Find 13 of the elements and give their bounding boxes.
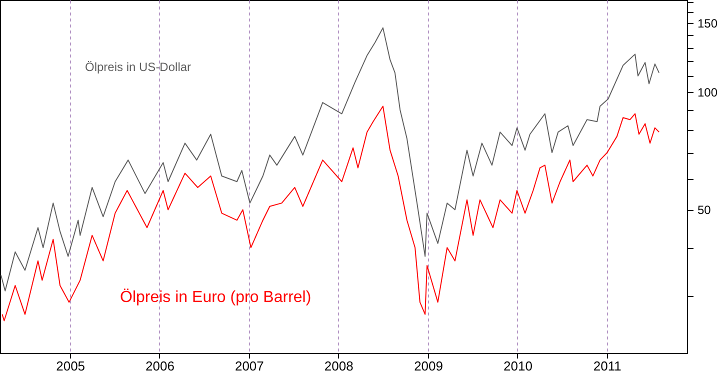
y-tick-label: 50 <box>698 203 712 218</box>
text: Ölpreis in Euro (pro Barrel) <box>120 288 312 306</box>
x-tick-label: 2005 <box>56 358 86 373</box>
y-tick-label: 150 <box>698 16 718 31</box>
x-tick-label: 2011 <box>593 358 622 373</box>
y-tick-label: 100 <box>698 86 718 100</box>
text: Ölpreis in US-Dollar <box>85 60 192 74</box>
x-tick-label: 2007 <box>234 358 264 373</box>
x-tick-label: 2008 <box>324 358 354 373</box>
x-tick-label: 2009 <box>414 358 443 373</box>
line-series <box>2 106 660 322</box>
x-tick-label: 2010 <box>503 358 532 373</box>
x-tick-label: 2006 <box>146 358 174 373</box>
